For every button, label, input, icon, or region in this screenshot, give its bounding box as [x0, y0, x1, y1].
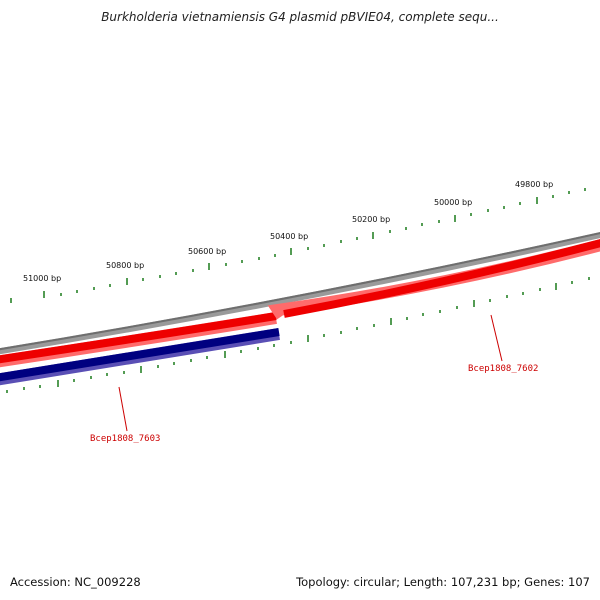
backbone — [0, 232, 600, 355]
scale-label: 51000 bp — [23, 274, 61, 283]
scale-label: 49800 bp — [515, 180, 553, 189]
scale-label: 50400 bp — [270, 232, 308, 241]
gene-labels: Bcep1808_7603 Bcep1808_7602 — [90, 314, 538, 444]
topology-summary: Topology: circular; Length: 107,231 bp; … — [296, 575, 590, 589]
leader-line-bcep1808-7602 — [490, 314, 503, 362]
scale-label: 50000 bp — [434, 198, 472, 207]
inner-scale-ticks — [6, 277, 590, 393]
accession-text: Accession: NC_009228 — [10, 575, 141, 589]
gene-label-bcep1808-7603: Bcep1808_7603 — [90, 434, 160, 444]
map-title: Burkholderia vietnamiensis G4 plasmid pB… — [101, 10, 499, 24]
leader-line-bcep1808-7603 — [118, 386, 128, 432]
scale-label: 50800 bp — [106, 261, 144, 270]
scale-label: 50600 bp — [188, 247, 226, 256]
outer-scale-ticks — [10, 188, 586, 303]
scale-label: 50200 bp — [352, 215, 390, 224]
gene-label-bcep1808-7602: Bcep1808_7602 — [468, 364, 538, 374]
scale-labels: 51000 bp 50800 bp 50600 bp 50400 bp 5020… — [23, 180, 553, 283]
reverse-genes — [0, 328, 280, 386]
forward-genes — [0, 239, 600, 368]
